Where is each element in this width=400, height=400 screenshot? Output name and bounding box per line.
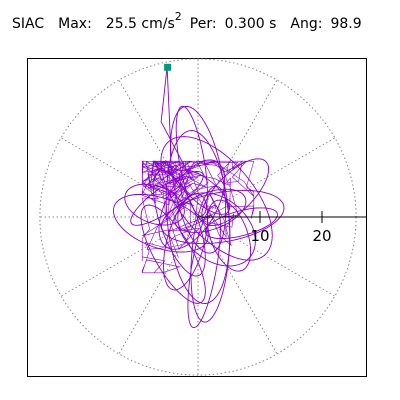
radial-tick-label-20: 20 (312, 227, 331, 245)
period-value: 0.300 s (224, 16, 277, 32)
max-unit-exponent: 2 (174, 10, 182, 24)
angle-value: 98.9 (330, 16, 362, 32)
trace-loop (161, 189, 285, 245)
trace-loop (124, 183, 185, 226)
period-label: Per: (189, 16, 217, 32)
peak-marker-group (164, 63, 172, 71)
radial-tick-label-10: 10 (250, 227, 269, 245)
max-unit: cm/s (141, 16, 175, 32)
peak-stroke (160, 66, 193, 181)
trace-loop (206, 199, 252, 272)
trace-loop (175, 105, 208, 217)
peak-marker (164, 63, 172, 71)
trace-loop (201, 158, 270, 227)
trace-core (141, 160, 255, 274)
max-label: Max: (58, 16, 92, 32)
radial-axis: 10 20 (198, 211, 367, 245)
trace-loop (112, 193, 209, 253)
max-value: 25.5 (105, 16, 137, 32)
station-code: SIAC (12, 16, 45, 32)
angle-label: Ang: (290, 16, 323, 32)
trace-loop (204, 207, 278, 239)
chart-header: SIAC Max: 25.5 cm/s2 Per: 0.300 s Ang: 98.9 (12, 11, 362, 34)
motion-trace (112, 66, 285, 329)
trace-loop (153, 169, 206, 277)
